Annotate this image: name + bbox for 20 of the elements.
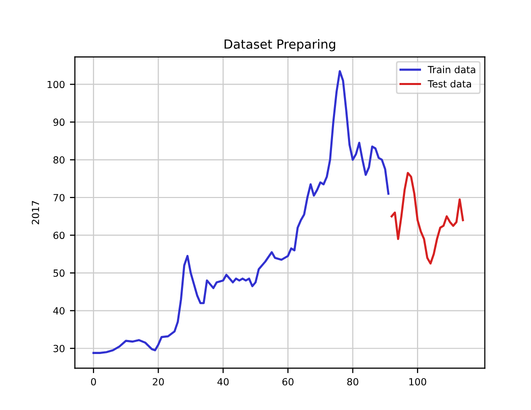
y-tick-label: 100 [48,80,65,88]
line-series [390,172,464,265]
x-tick-label: 100 [409,378,426,386]
x-tick-label: 60 [282,378,294,386]
y-axis-title: 2017 [32,201,40,224]
x-tick-label: 40 [217,378,229,386]
x-tick-label: 20 [152,378,164,386]
y-tick-label: 90 [53,118,65,126]
line-series [92,70,390,354]
x-tick-label: 80 [347,378,358,386]
legend-label: Train data [428,66,476,74]
y-tick-label: 70 [54,194,65,202]
legend-label: Test data [428,80,471,88]
x-tick-label: 0 [91,378,96,386]
y-tick-label: 50 [54,269,65,277]
y-tick-label: 40 [53,307,65,314]
y-tick-label: 60 [53,232,65,240]
chart-title: Dataset Preparing [224,39,336,52]
y-tick-label: 30 [54,344,65,352]
y-tick-label: 80 [53,156,65,164]
